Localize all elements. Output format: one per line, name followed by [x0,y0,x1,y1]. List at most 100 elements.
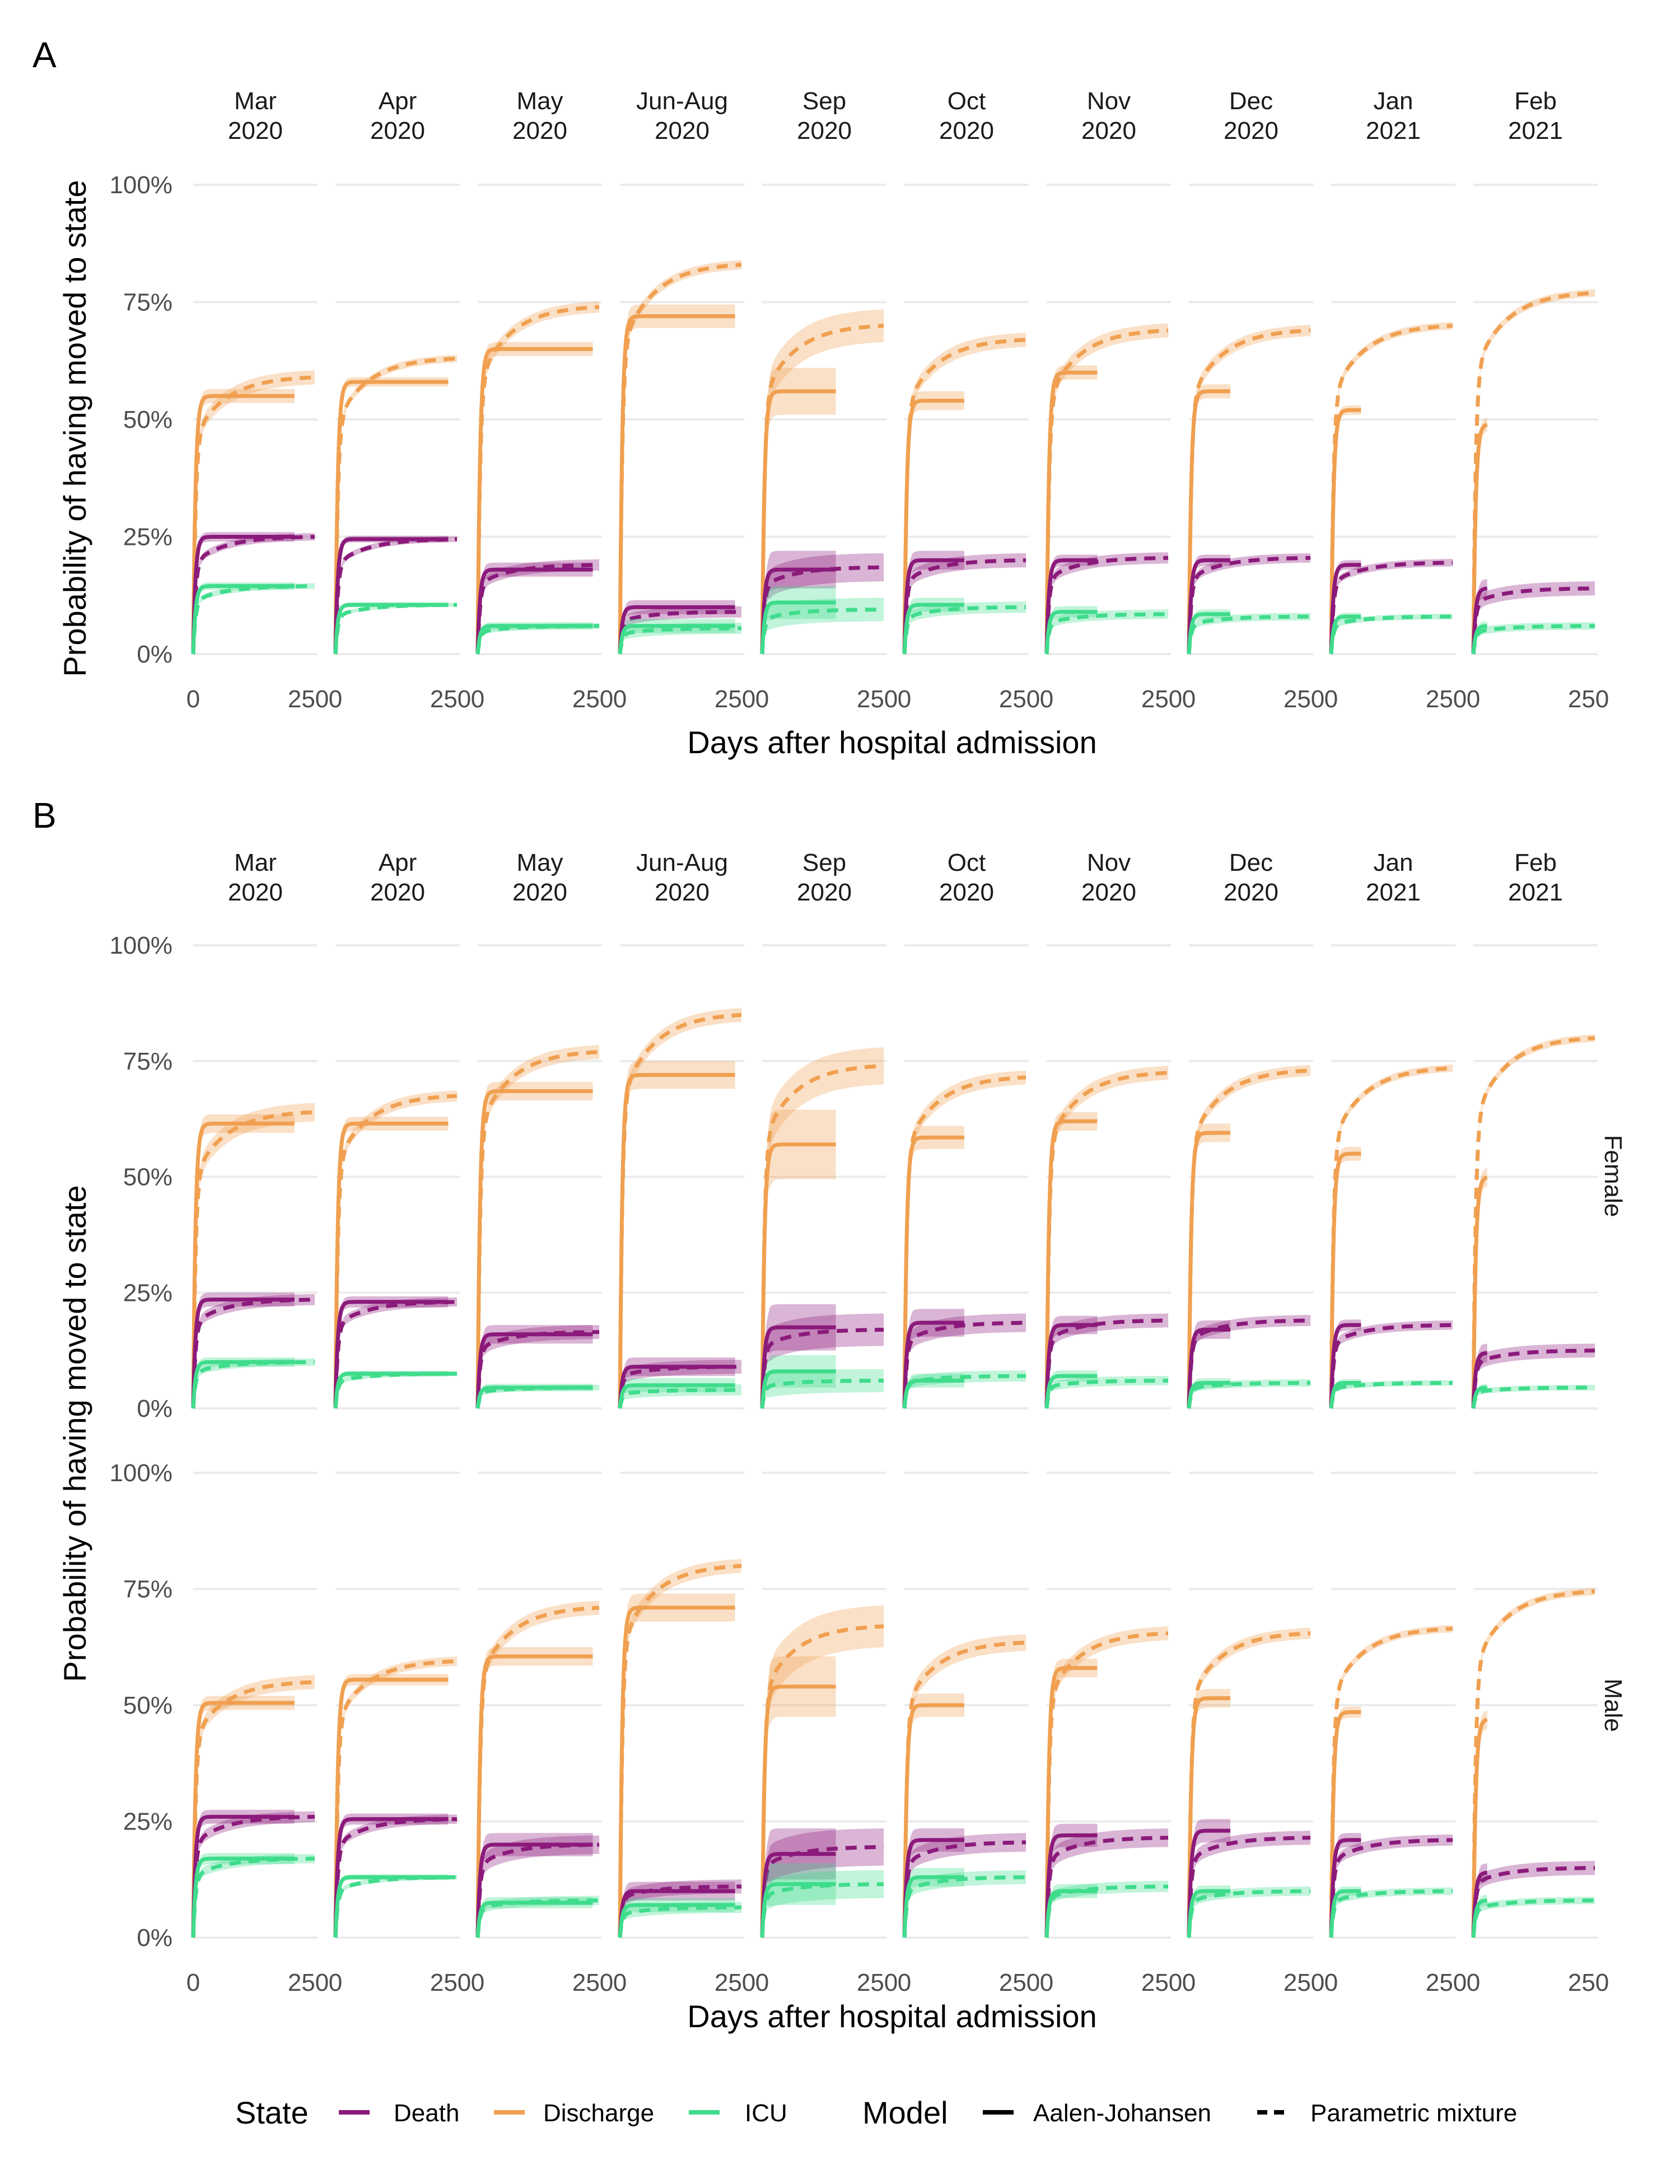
line-icu-parametric-mixture [1471,1898,1595,1938]
line-icu-parametric-mixture [1471,1385,1595,1410]
facet-may-2020-male [475,1600,600,1938]
facet-feb-2021-male [1471,1588,1595,1939]
x-tick-label: 0 [1040,685,1053,713]
ci-band-death-parametric-mixture [1331,1834,1453,1938]
facet-strip-year-mar-panelb: 2020 [228,879,283,906]
ci-band-icu-aalen-johansen [762,1863,836,1938]
line-death-aalen-johansen [1187,1828,1231,1938]
x-axis-title-b: Days after hospital admission [687,1999,1096,2034]
ci-band-icu-parametric-mixture [1047,1880,1169,1938]
facet-mar-2020-female [191,1103,315,1409]
line-discharge-parametric-mixture [333,356,458,655]
line-discharge-parametric-mixture [1471,1589,1595,1938]
facet-strip-jun-aug-2020-panela: Jun-Aug [636,87,728,115]
x-tick-label: 0 [898,1969,911,1996]
facet-jan-2021-male [1329,1625,1453,1939]
line-discharge-parametric-mixture [902,1640,1026,1938]
facet-nov-2020-male [1044,1626,1169,1938]
line-discharge-aalen-johansen [1329,1151,1362,1409]
ci-band-death-aalen-johansen [1189,554,1230,654]
facet-apr-2020-male [333,1656,458,1938]
x-tick-label: 0 [329,1969,342,1996]
facet-strip-dec-2020-panelb: Dec [1229,849,1273,876]
line-death-parametric-mixture [475,563,600,655]
line-discharge-aalen-johansen [1187,389,1231,655]
ci-band-icu-parametric-mixture [335,1371,458,1408]
line-icu-parametric-mixture [1187,1889,1311,1938]
row-strip-female: Female [1599,1135,1627,1217]
line-discharge-parametric-mixture [333,1094,458,1409]
facet-feb-2021-female [1471,1034,1595,1411]
ci-band-death-parametric-mixture [904,553,1026,654]
x-tick-label: 250 [1426,1969,1467,1996]
ci-band-death-parametric-mixture [1047,552,1169,654]
line-death-parametric-mixture [1471,1866,1595,1938]
ci-band-death-parametric-mixture [1047,1313,1169,1408]
facet-strip-mar-2020-panelb: Mar [234,849,277,876]
line-discharge-aalen-johansen [475,1089,593,1409]
y-tick-label: 100% [109,1459,172,1487]
line-icu-parametric-mixture [475,624,600,655]
line-discharge-parametric-mixture [191,1680,315,1938]
line-icu-aalen-johansen [1329,1381,1362,1410]
line-death-aalen-johansen [1471,1351,1489,1410]
line-icu-parametric-mixture [475,1385,600,1410]
line-death-parametric-mixture [618,1365,742,1409]
facet-strip-year-apr-panela: 2020 [370,117,425,144]
y-tick-label: 0% [137,641,172,668]
line-death-parametric-mixture [618,1884,742,1938]
line-discharge-parametric-mixture [191,1110,315,1409]
facet-strip-year-jan-panela: 2021 [1366,117,1421,144]
facet-strip-dec-2020-panela: Dec [1229,87,1273,115]
line-death-parametric-mixture [1044,1836,1169,1938]
ci-band-icu-aalen-johansen [193,582,295,654]
panel-letter-b: B [32,795,57,836]
x-tick-label: 0 [329,685,342,713]
line-discharge-parametric-mixture [1044,1631,1169,1938]
x-tick-label: 250 [857,685,898,713]
ci-band-death-parametric-mixture [904,1313,1026,1408]
line-discharge-parametric-mixture [1044,1071,1169,1409]
line-death-parametric-mixture [475,1842,600,1938]
line-discharge-aalen-johansen [333,1121,449,1409]
line-icu-aalen-johansen [618,1383,735,1409]
x-tick-label: 0 [1324,685,1338,713]
line-icu-aalen-johansen [760,1882,836,1938]
facet-jan-2021-female [1329,1064,1453,1410]
x-tick-label: 0 [613,1969,627,1996]
x-tick-label: 0 [898,685,911,713]
y-tick-label: 100% [109,932,172,959]
facet-strip-year-oct-panelb: 2020 [939,879,994,906]
line-discharge-aalen-johansen [475,347,593,655]
x-tick-label: 0 [1040,1969,1053,1996]
facet-strip-jan-2021-panela: Jan [1374,87,1413,115]
line-death-aalen-johansen [902,1838,965,1938]
line-icu-aalen-johansen [618,624,735,655]
x-tick-label: 250 [999,1969,1040,1996]
line-discharge-parametric-mixture [1044,328,1169,655]
x-tick-label: 250 [715,1969,755,1996]
x-tick-label: 0 [1182,1969,1196,1996]
line-death-aalen-johansen [618,1889,735,1938]
line-icu-aalen-johansen [333,1371,449,1409]
line-death-parametric-mixture [760,1327,884,1409]
facet-strip-year-feb-panelb: 2021 [1508,879,1563,906]
x-tick-label: 0 [755,1969,769,1996]
line-icu-parametric-mixture [902,605,1026,655]
y-tick-label: 75% [123,289,172,316]
line-icu-parametric-mixture [1044,1378,1169,1409]
facet-strip-oct-2020-panelb: Oct [948,849,986,876]
facet-jan-2021 [1329,321,1453,656]
line-icu-aalen-johansen [902,603,965,655]
line-icu-parametric-mixture [191,1360,315,1409]
x-tick-label: 250 [430,685,471,713]
line-death-aalen-johansen [1044,1833,1098,1938]
line-icu-aalen-johansen [760,600,836,655]
line-icu-parametric-mixture [191,584,315,655]
ci-band-icu-parametric-mixture [478,623,600,654]
y-tick-label: 50% [123,1164,172,1191]
facet-strip-oct-2020-panela: Oct [948,87,986,115]
line-icu-aalen-johansen [191,1360,295,1409]
ci-band-death-parametric-mixture [1047,1828,1169,1938]
x-tick-label: 0 [1182,685,1196,713]
